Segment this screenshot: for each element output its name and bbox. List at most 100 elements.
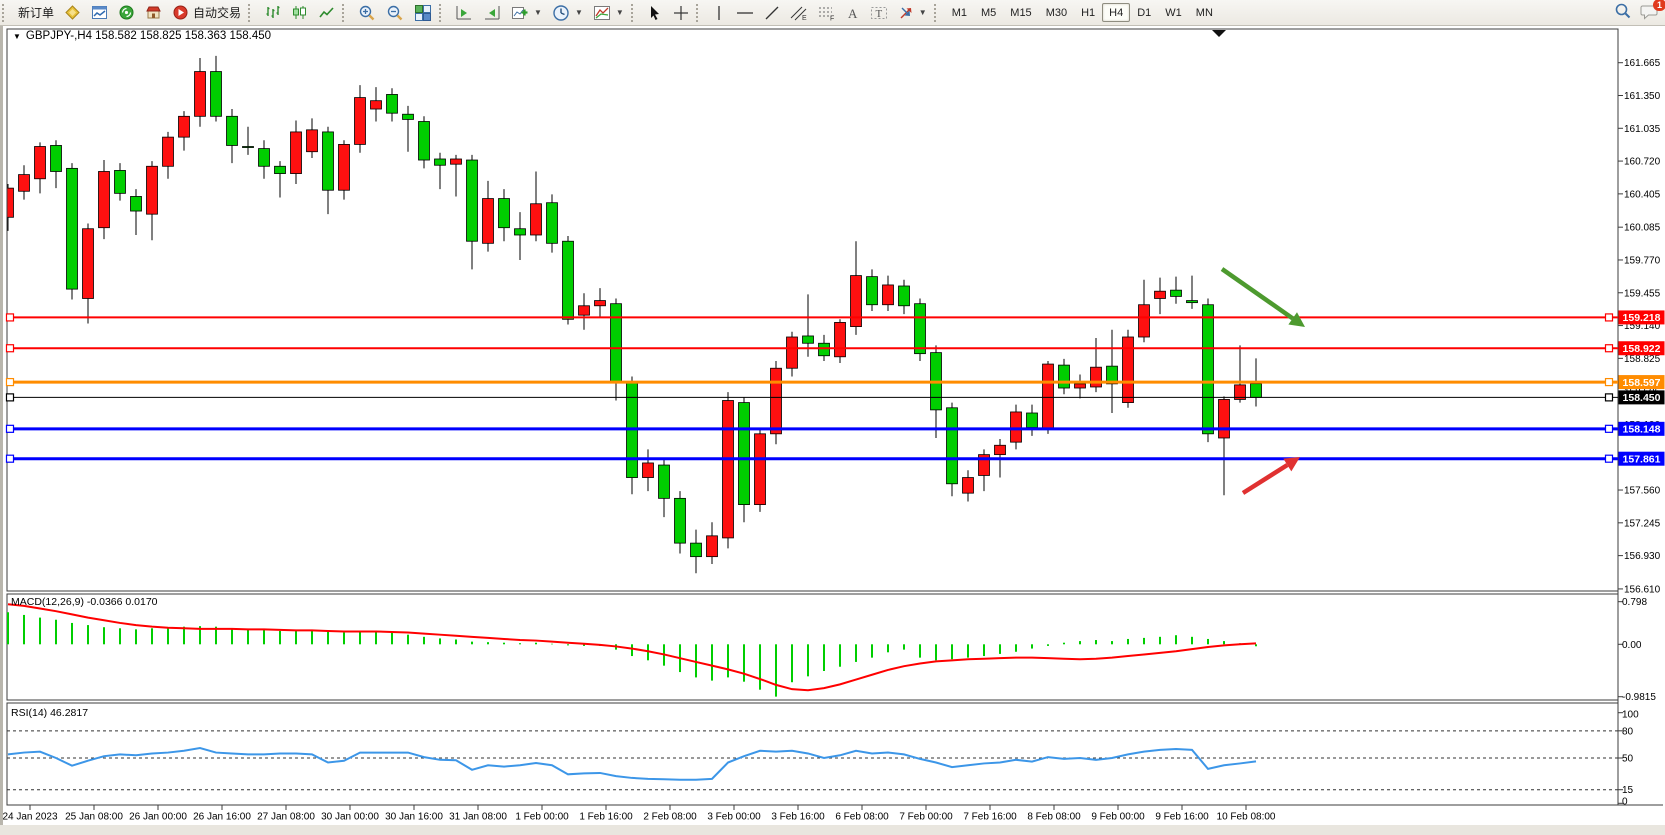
auto-trading-button[interactable]: 自动交易 [167, 3, 246, 23]
bull-candle [1090, 366, 1102, 388]
red-up-arrow[interactable] [1241, 457, 1300, 495]
cursor-tool-button[interactable] [642, 3, 668, 23]
tab-m30[interactable]: M30 [1045, 6, 1068, 19]
chart-window-button[interactable] [86, 3, 113, 23]
bear-candle [562, 240, 574, 320]
crosshair-tool-button[interactable] [668, 3, 694, 23]
line-chart-button[interactable] [313, 3, 340, 23]
macd-signal-line [7, 603, 1257, 692]
arrows-caret-icon: ▼ [918, 8, 927, 17]
price-tick-label: 161.035 [1624, 124, 1661, 135]
chart-canvas[interactable]: 161.665 161.350 161.035 160.720 160.405 160.0… [0, 26, 1665, 835]
search-icon[interactable] [1614, 2, 1632, 23]
bear-candle [434, 158, 446, 166]
bull-candle [306, 129, 318, 153]
rsi-scale-label: 15 [1622, 785, 1634, 796]
crosshair-icon [673, 5, 689, 21]
tab-mn[interactable]: MN [1195, 6, 1213, 19]
vertical-line-tool-button[interactable] [707, 3, 731, 23]
tab-m1[interactable]: M1 [951, 6, 967, 19]
auto-trading-icon [172, 4, 189, 21]
tab-m15[interactable]: M15 [1010, 6, 1032, 19]
indicators-button[interactable]: ▼ [506, 3, 547, 23]
indicators-caret-icon: ▼ [534, 8, 542, 17]
chat-bubble-icon [1640, 5, 1659, 23]
horizontal-lines[interactable] [5, 313, 1619, 463]
new-order-label: 新订单 [18, 6, 55, 20]
templates-button[interactable]: ▼ [588, 3, 629, 23]
bull-candle [178, 115, 190, 138]
deposit-button[interactable] [59, 3, 86, 23]
line-handle [1604, 377, 1614, 387]
bull-candle [786, 336, 798, 369]
price-tick-label: 157.560 [1624, 486, 1661, 497]
tab-h1[interactable]: H1 [1081, 6, 1096, 19]
new-order-button[interactable]: 新订单 [13, 3, 59, 23]
notifications-button[interactable]: 1 [1640, 0, 1665, 23]
time-tick-label: 30 Jan 16:00 [385, 812, 443, 823]
line-handle [5, 454, 15, 463]
chart-dropdown-icon[interactable]: ▼ [13, 32, 21, 41]
candlestick-chart-button[interactable] [286, 3, 313, 23]
tab-m5[interactable]: M5 [981, 6, 997, 19]
bull-candle [722, 400, 734, 539]
time-tick-label: 26 Jan 16:00 [193, 812, 251, 823]
fibonacci-tool-button[interactable]: F [813, 3, 841, 23]
market-button[interactable] [140, 3, 167, 23]
bull-candle [370, 100, 382, 110]
channel-tool-button[interactable]: E [785, 3, 813, 23]
line-handle [1604, 344, 1614, 353]
price-tick-label: 156.610 [1624, 584, 1661, 595]
bear-candle [130, 196, 142, 212]
green-down-arrow[interactable] [1220, 267, 1305, 327]
tab-w1[interactable]: W1 [1165, 6, 1182, 19]
templates-icon [593, 4, 611, 22]
horizontal-line-tool-button[interactable] [731, 3, 759, 23]
signal-button[interactable] [113, 3, 140, 23]
time-tick-label: 1 Feb 00:00 [515, 812, 569, 823]
time-tick-label: 25 Jan 08:00 [65, 812, 123, 823]
bull-candle [706, 535, 718, 558]
zoom-out-button[interactable] [381, 3, 409, 23]
auto-scroll-button[interactable] [478, 3, 506, 23]
candles[interactable] [3, 55, 1262, 574]
templates-caret-icon: ▼ [615, 8, 624, 17]
status-strip [0, 825, 1665, 835]
zoom-in-button[interactable] [353, 3, 381, 23]
bear-candle [674, 497, 686, 544]
time-tick-label: 3 Feb 00:00 [707, 812, 761, 823]
bear-candle [466, 159, 478, 242]
chart-shift-button[interactable] [450, 3, 478, 23]
periods-button[interactable]: ▼ [547, 3, 588, 23]
bull-candle [1074, 383, 1086, 389]
time-tick-label: 8 Feb 08:00 [1027, 812, 1081, 823]
bull-candle [82, 228, 94, 299]
trendline-tool-button[interactable] [759, 3, 785, 23]
tile-windows-button[interactable] [409, 3, 437, 23]
time-tick-label: 9 Feb 00:00 [1091, 812, 1145, 823]
tab-h4[interactable]: H4 [1102, 3, 1131, 22]
arrows-tool-button[interactable]: ▼ [893, 3, 932, 23]
time-axis: 24 Jan 2023 25 Jan 08:00 26 Jan 00:00 26 Ja… [2, 805, 1276, 823]
channel-icon: E [790, 5, 808, 21]
svg-text:E: E [802, 15, 807, 21]
price-badge [1618, 375, 1665, 390]
price-tick-label: 159.140 [1624, 321, 1661, 332]
text-label-tool-button[interactable]: T [865, 3, 893, 23]
svg-text:157.861: 157.861 [1623, 453, 1661, 465]
macd-plot[interactable] [7, 603, 1257, 697]
macd-indicator-label: MACD(12,26,9) -0.0366 0.0170 [11, 596, 158, 608]
bull-candle [642, 462, 654, 478]
bear-candle [242, 146, 254, 148]
tab-d1[interactable]: D1 [1137, 6, 1152, 19]
cursor-icon [647, 5, 663, 21]
rsi-plot[interactable] [7, 730, 1618, 791]
bull-candle [194, 71, 206, 117]
chart-shift-marker[interactable] [1212, 30, 1226, 37]
text-tool-button[interactable]: A [841, 3, 865, 23]
bar-chart-button[interactable] [259, 3, 286, 23]
bull-candle [354, 97, 366, 145]
bear-candle [66, 167, 78, 290]
svg-text:158.148: 158.148 [1623, 424, 1661, 436]
price-tick-label: 157.245 [1624, 518, 1661, 529]
